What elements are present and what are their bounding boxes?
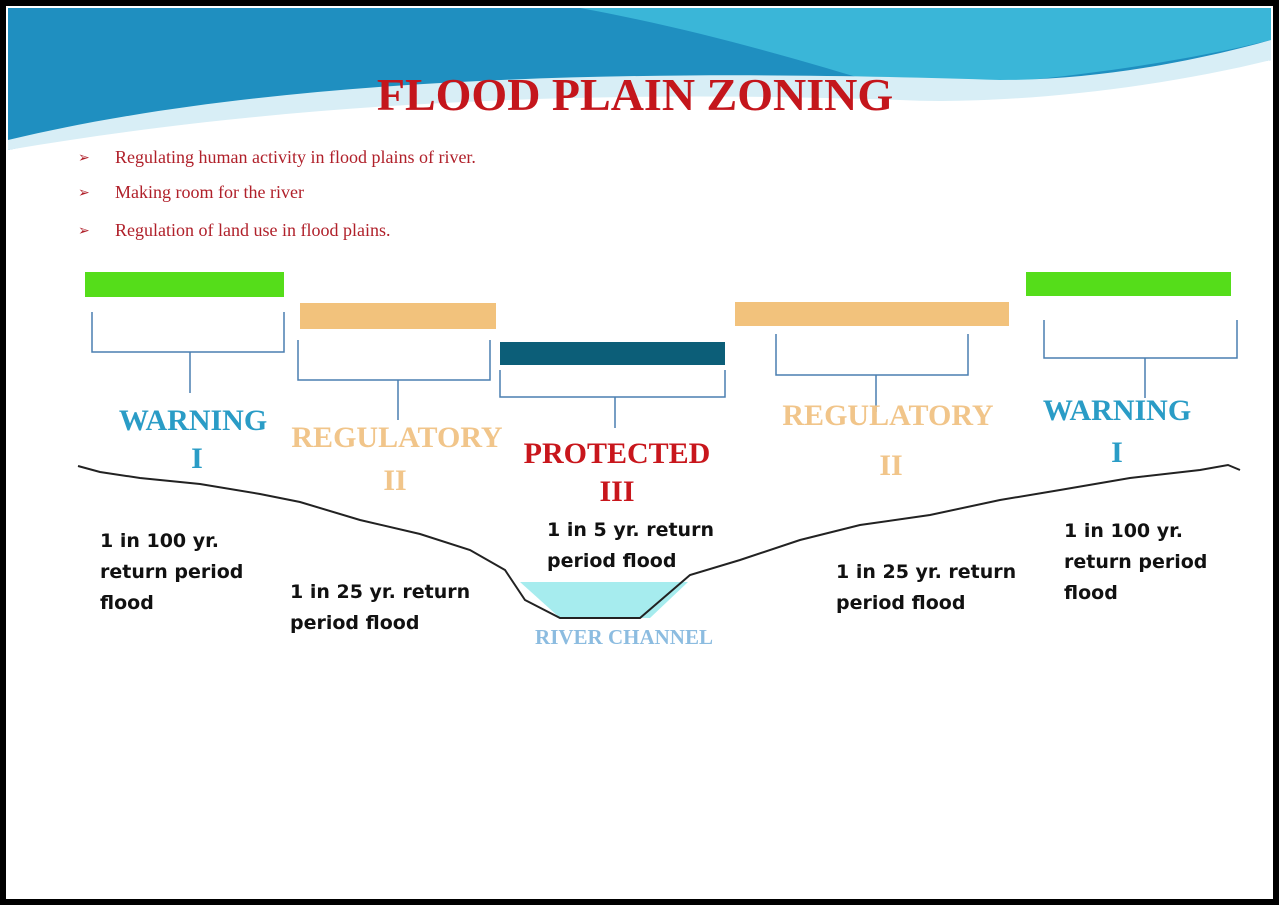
flood-text: period flood [836, 592, 965, 614]
zone-name: WARNING [119, 404, 267, 437]
zone-numeral: I [191, 442, 203, 475]
zone-numeral: III [599, 475, 634, 508]
flood-text: period flood [547, 550, 676, 572]
bullet-arrow: ➢ [78, 151, 90, 166]
flood-text: 1 in 100 yr. [1064, 520, 1183, 542]
page: FLOOD PLAIN ZONING ➢ ➢ ➢ Regulating huma… [0, 0, 1279, 905]
zone-bar [1026, 272, 1231, 296]
river-label: RIVER CHANNEL [535, 625, 713, 649]
slide: FLOOD PLAIN ZONING ➢ ➢ ➢ Regulating huma… [0, 0, 1279, 905]
flood-text: 1 in 5 yr. return [547, 519, 714, 541]
title: FLOOD PLAIN ZONING [377, 69, 893, 120]
zone-name: REGULATORY [291, 421, 503, 454]
zone-name: WARNING [1043, 394, 1191, 427]
flood-text: 1 in 25 yr. return [290, 581, 470, 603]
flood-text: 1 in 100 yr. [100, 530, 219, 552]
flood-text: flood [100, 592, 154, 614]
zone-bar [85, 272, 284, 297]
zone-bar [300, 303, 496, 329]
zone-name: REGULATORY [782, 399, 994, 432]
bullet-arrow: ➢ [78, 186, 90, 201]
flood-text: flood [1064, 582, 1118, 604]
bullet: Regulation of land use in flood plains. [115, 220, 390, 240]
zone-name: PROTECTED [524, 437, 711, 470]
flood-text: return period [100, 561, 243, 583]
zone-bar [500, 342, 725, 365]
bullet: Making room for the river [115, 182, 304, 202]
flood-text: return period [1064, 551, 1207, 573]
zone-numeral: II [383, 464, 406, 497]
zone-numeral: I [1111, 436, 1123, 469]
flood-text: period flood [290, 612, 419, 634]
zone-bar [735, 302, 1009, 326]
bullet-arrow: ➢ [78, 224, 90, 239]
bullet: Regulating human activity in flood plain… [115, 147, 476, 167]
zone-numeral: II [879, 449, 902, 482]
flood-text: 1 in 25 yr. return [836, 561, 1016, 583]
